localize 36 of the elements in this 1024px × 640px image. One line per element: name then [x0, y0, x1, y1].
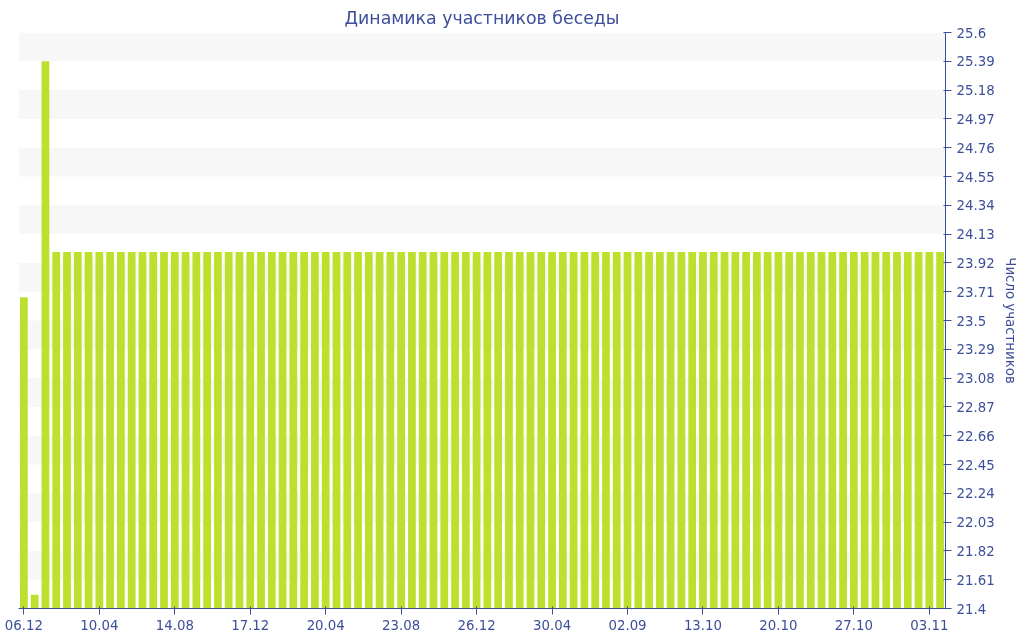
- y-tick-label: 21.61: [956, 572, 995, 588]
- y-tick-label: 24.55: [956, 169, 995, 185]
- x-tick-label: 13.10: [683, 617, 723, 633]
- y-tick-label: 24.97: [956, 111, 995, 127]
- y-tick-label: 23.71: [956, 284, 995, 300]
- y-tick-label: 25.39: [956, 54, 995, 70]
- x-tick-label: 20.04: [306, 617, 345, 633]
- y-tick-label: 23.5: [956, 313, 987, 329]
- x-tick-label: 02.09: [608, 617, 647, 633]
- y-tick-label: 22.24: [956, 486, 995, 502]
- x-tick-label: 06.12: [4, 617, 43, 633]
- x-tick-label: 23.08: [382, 617, 421, 633]
- y-tick-label: 23.08: [956, 371, 995, 387]
- y-tick-label: 21.4: [956, 601, 987, 617]
- x-tick-label: 14.08: [155, 617, 194, 633]
- y-tick-label: 24.34: [956, 198, 995, 214]
- y-tick-label: 23.92: [956, 255, 995, 271]
- y-tick-label: 22.03: [956, 515, 995, 531]
- x-tick-label: 03.11: [910, 617, 949, 633]
- y-tick-label: 22.45: [956, 457, 995, 473]
- y-tick-label: 22.87: [956, 399, 995, 415]
- x-tick-label: 17.12: [231, 617, 270, 633]
- x-tick-label: 26.12: [457, 617, 496, 633]
- y-tick-label: 23.29: [956, 342, 995, 358]
- chart-title: Динамика участников беседы: [344, 7, 620, 28]
- x-tick-label: 30.04: [532, 617, 572, 633]
- y-tick-label: 24.76: [956, 140, 995, 156]
- y-axis-title: Число участников: [1002, 257, 1018, 384]
- y-tick-label: 22.66: [956, 428, 995, 444]
- y-tick-label: 25.6: [956, 25, 987, 41]
- y-tick-label: 25.18: [956, 83, 995, 99]
- y-tick-label: 21.82: [956, 543, 995, 559]
- y-tick-label: 24.13: [956, 227, 995, 243]
- x-tick-label: 10.04: [80, 617, 119, 633]
- x-tick-label: 27.10: [834, 617, 873, 633]
- x-tick-label: 20.10: [759, 617, 798, 633]
